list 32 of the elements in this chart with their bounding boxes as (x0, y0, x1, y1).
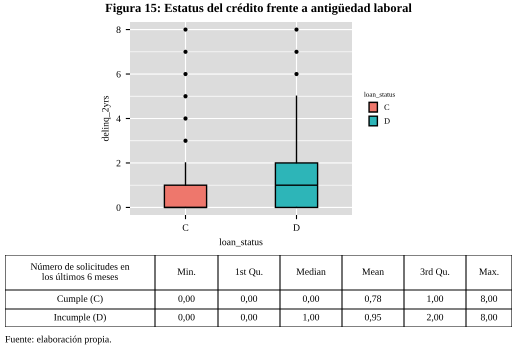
category-label: Median (296, 268, 326, 275)
category-label: Incumple (D) (54, 314, 106, 322)
category-label: 1st Qu. (236, 268, 262, 276)
y-axis-title: delinq_2yrs (102, 96, 111, 142)
text: 8,00 (480, 295, 498, 304)
category-label: Cumple (C) (57, 295, 103, 304)
text: 0,78 (364, 295, 382, 304)
category-label: Mean (362, 268, 384, 275)
category-label: 3rd Qu. (420, 268, 450, 276)
y-tick-label: 0 (116, 204, 121, 211)
text: 0,95 (364, 314, 382, 322)
legend-label: D (384, 118, 390, 124)
y-tick-label: 8 (116, 26, 121, 34)
text: 0,00 (240, 314, 258, 322)
x-axis-title: loan_status (219, 238, 263, 246)
text: 0,00 (240, 295, 258, 304)
source-note: Fuente: elaboración propia. (5, 336, 111, 344)
text: 2,00 (426, 314, 444, 322)
text: 1,00 (427, 295, 444, 304)
text: 8,00 (480, 314, 498, 322)
y-tick-label: 4 (116, 115, 121, 122)
chart-title: Figura 15: Estatus del crédito frente a antigüedad laboral (105, 3, 412, 15)
text: 1,00 (303, 314, 320, 322)
category-label: Número de solicitudes en los últimos 6 meses (30, 262, 130, 280)
category-label: Max. (479, 268, 498, 275)
y-tick-label: 6 (116, 70, 121, 78)
legend-label: C (384, 104, 390, 110)
y-tick-label: 2 (116, 160, 120, 166)
text: 0,00 (178, 295, 195, 304)
text: 0,00 (302, 295, 320, 304)
category-label: Min. (177, 268, 196, 275)
text: 0,00 (178, 314, 195, 322)
